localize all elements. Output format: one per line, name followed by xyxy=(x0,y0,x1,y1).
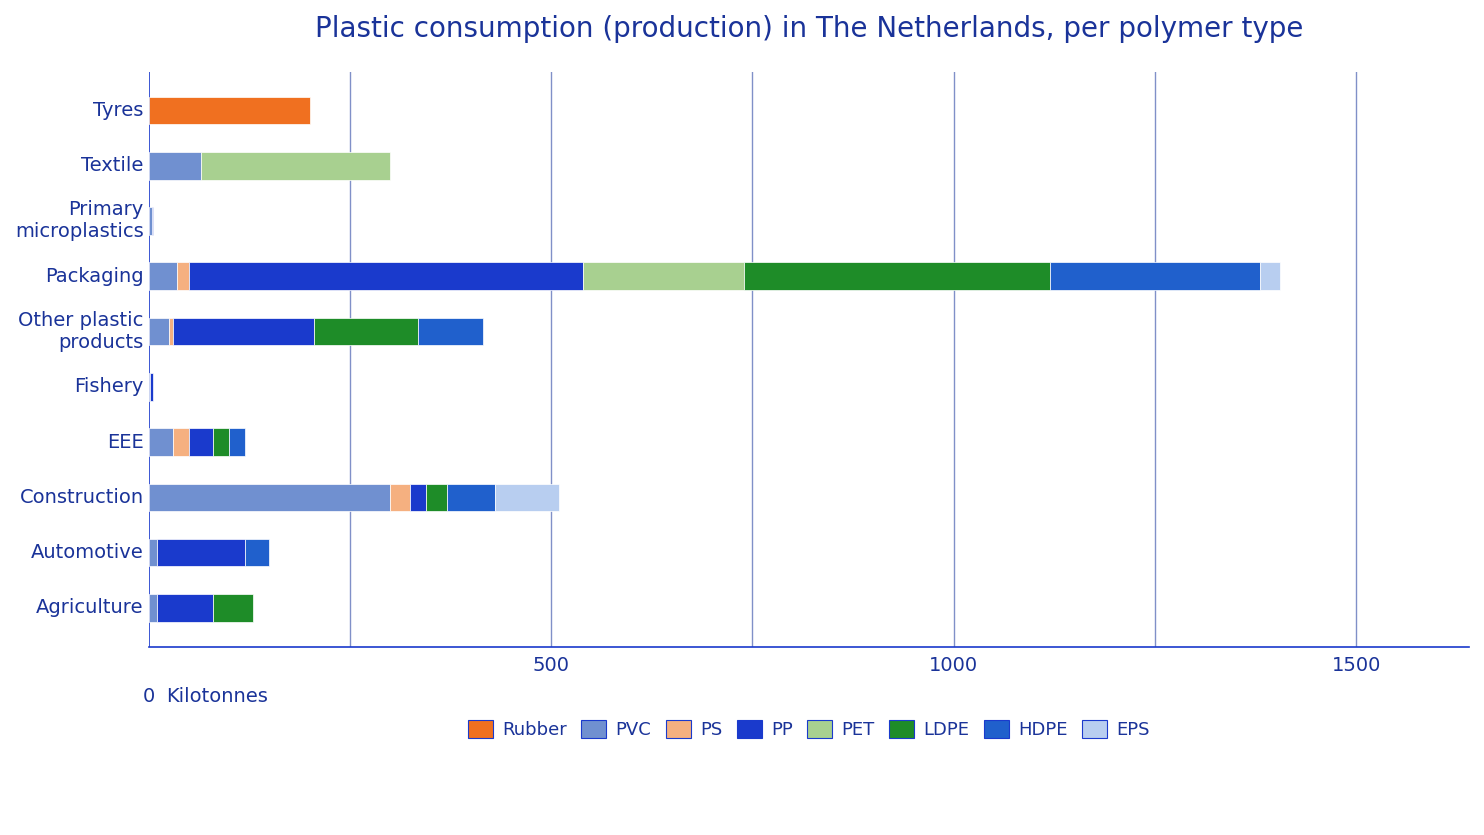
Bar xyxy=(148,97,310,124)
Bar xyxy=(313,317,418,346)
Bar xyxy=(1051,262,1260,290)
Text: Kilotonnes: Kilotonnes xyxy=(166,687,269,706)
Bar xyxy=(447,483,494,511)
Legend: Rubber, PVC, PS, PP, PET, LDPE, HDPE, EPS: Rubber, PVC, PS, PP, PET, LDPE, HDPE, EP… xyxy=(460,713,1158,746)
Bar xyxy=(494,483,559,511)
Bar xyxy=(229,428,245,456)
Bar xyxy=(148,483,390,511)
Bar xyxy=(172,317,313,346)
Bar xyxy=(188,428,214,456)
Bar xyxy=(151,207,153,235)
Text: 0: 0 xyxy=(142,687,154,706)
Bar xyxy=(157,595,214,622)
Bar xyxy=(148,207,151,235)
Bar xyxy=(148,373,150,401)
Bar xyxy=(583,262,745,290)
Bar xyxy=(148,595,157,622)
Bar xyxy=(214,428,229,456)
Bar xyxy=(200,152,390,180)
Bar xyxy=(172,428,188,456)
Bar xyxy=(410,483,426,511)
Bar xyxy=(426,483,447,511)
Bar xyxy=(418,317,482,346)
Bar xyxy=(245,539,270,566)
Bar xyxy=(148,262,177,290)
Bar xyxy=(148,428,172,456)
Bar xyxy=(177,262,188,290)
Bar xyxy=(745,262,1051,290)
Bar xyxy=(188,262,583,290)
Bar xyxy=(148,317,169,346)
Bar xyxy=(148,152,200,180)
Bar xyxy=(148,539,157,566)
Bar xyxy=(214,595,254,622)
Bar xyxy=(1260,262,1279,290)
Bar xyxy=(390,483,410,511)
Bar xyxy=(169,317,172,346)
Title: Plastic consumption (production) in The Netherlands, per polymer type: Plastic consumption (production) in The … xyxy=(315,15,1303,43)
Bar xyxy=(157,539,245,566)
Bar xyxy=(150,373,153,401)
